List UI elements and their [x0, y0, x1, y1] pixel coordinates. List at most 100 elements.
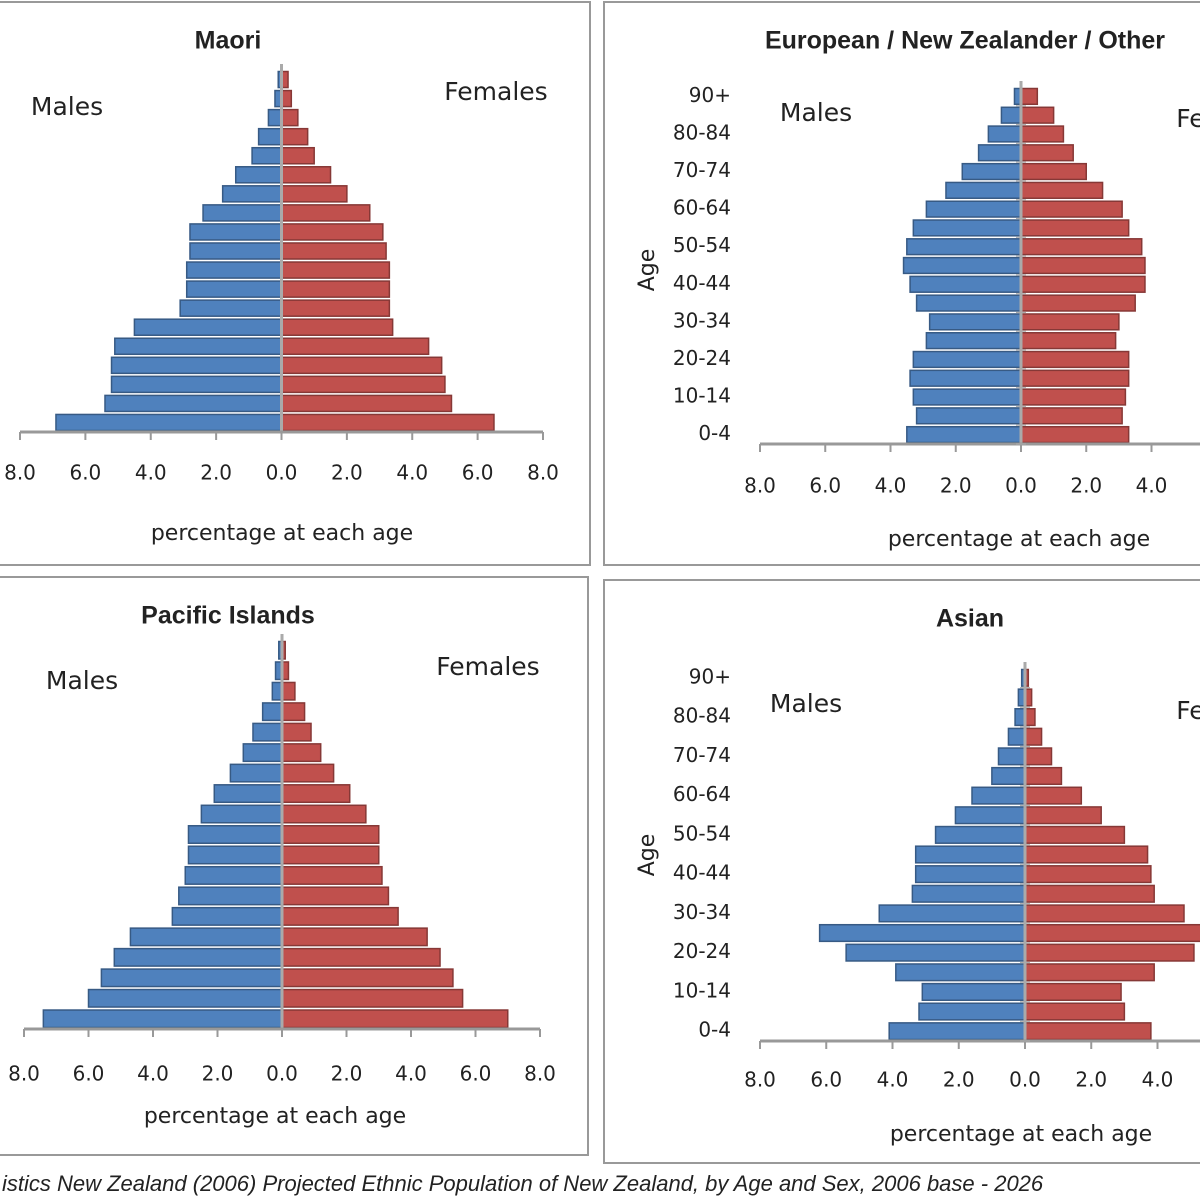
bar: [185, 261, 283, 279]
y-tick-label: 10-14: [673, 384, 731, 408]
bar: [129, 927, 283, 947]
bar: [267, 108, 283, 127]
bar: [1024, 1002, 1126, 1021]
bar: [1020, 200, 1123, 218]
bar: [1020, 219, 1130, 237]
x-tick-label: 6.0: [810, 1068, 842, 1092]
bar: [902, 256, 1022, 275]
x-tick-label: 2.0: [331, 461, 363, 485]
bar: [257, 127, 283, 146]
bar: [281, 763, 335, 783]
bar: [113, 947, 283, 967]
bar: [961, 162, 1022, 181]
x-tick-label: 4.0: [1142, 1068, 1174, 1092]
bar: [1024, 904, 1185, 923]
bar: [280, 127, 309, 146]
bar: [200, 804, 283, 824]
bar: [87, 988, 283, 1008]
bar: [261, 702, 283, 722]
y-tick-label: 80-84: [673, 120, 731, 144]
y-axis-label: Age: [635, 249, 660, 292]
bar: [977, 144, 1022, 162]
bar: [281, 722, 312, 742]
bar: [280, 280, 391, 298]
bar: [928, 313, 1022, 331]
bar: [1020, 162, 1087, 181]
bar: [100, 968, 283, 988]
x-tick-label: 0.0: [266, 461, 298, 485]
bar: [906, 425, 1022, 444]
bar: [234, 166, 283, 184]
bar: [945, 181, 1022, 199]
bar: [110, 356, 283, 375]
bar: [281, 702, 306, 722]
x-tick-label: 0.0: [1005, 474, 1037, 498]
bar: [1020, 181, 1104, 199]
bar: [281, 825, 380, 844]
bar: [42, 1009, 283, 1029]
bar: [202, 204, 283, 222]
bar: [1020, 350, 1130, 369]
bar: [280, 356, 443, 375]
x-tick-label: 2.0: [202, 1062, 234, 1086]
x-tick-label: 6.0: [73, 1062, 105, 1086]
bar: [1020, 238, 1143, 256]
x-tick-label: 8.0: [4, 461, 36, 485]
legend-label: Males: [46, 666, 118, 695]
bar: [1024, 766, 1063, 786]
x-axis-label: percentage at each age: [151, 521, 413, 546]
bar: [914, 865, 1026, 884]
bar: [987, 125, 1022, 143]
bar: [187, 845, 283, 865]
bar: [251, 146, 283, 165]
y-tick-label: 90+: [689, 83, 731, 107]
bar: [280, 166, 332, 184]
y-tick-label: 0-4: [698, 421, 731, 445]
bar: [179, 299, 283, 317]
x-tick-label: 4.0: [1136, 474, 1168, 498]
x-tick-label: 4.0: [137, 1062, 169, 1086]
bar: [1020, 87, 1039, 106]
bar: [280, 337, 430, 356]
y-tick-label: 70-74: [673, 743, 731, 767]
bar: [55, 413, 283, 432]
panel-border: [603, 579, 1200, 1164]
y-axis-label: Age: [635, 834, 660, 877]
chart-title: Maori: [195, 27, 262, 55]
bar: [242, 743, 283, 763]
bar: [185, 280, 283, 298]
bar: [991, 766, 1026, 786]
bar: [1020, 106, 1055, 124]
bar: [1020, 125, 1065, 143]
bar: [878, 904, 1026, 923]
x-tick-label: 8.0: [527, 461, 559, 485]
bar: [909, 369, 1022, 387]
bar: [178, 886, 283, 906]
bar: [1020, 313, 1120, 331]
bar: [184, 865, 283, 885]
bar: [1024, 865, 1152, 884]
bar: [1024, 727, 1043, 746]
bar: [252, 722, 283, 742]
x-tick-label: 0.0: [1009, 1068, 1041, 1092]
bar: [914, 845, 1026, 864]
bar: [171, 906, 283, 926]
chart-title: Asian: [936, 605, 1004, 633]
bar: [281, 1009, 509, 1029]
x-axis-label: percentage at each age: [144, 1104, 406, 1129]
source-note: istics New Zealand (2006) Projected Ethn…: [2, 1171, 1044, 1196]
x-tick-label: 8.0: [744, 474, 776, 498]
bar: [918, 1002, 1026, 1021]
bar: [280, 375, 446, 394]
bar: [915, 294, 1022, 312]
bar: [997, 747, 1026, 766]
x-axis-label: percentage at each age: [890, 1122, 1152, 1147]
x-tick-label: 2.0: [1075, 1068, 1107, 1092]
x-tick-label: 2.0: [200, 461, 232, 485]
x-tick-label: 4.0: [395, 1062, 427, 1086]
bar: [221, 185, 283, 203]
bar: [281, 743, 322, 763]
bar: [280, 204, 371, 222]
bar: [1007, 727, 1026, 746]
